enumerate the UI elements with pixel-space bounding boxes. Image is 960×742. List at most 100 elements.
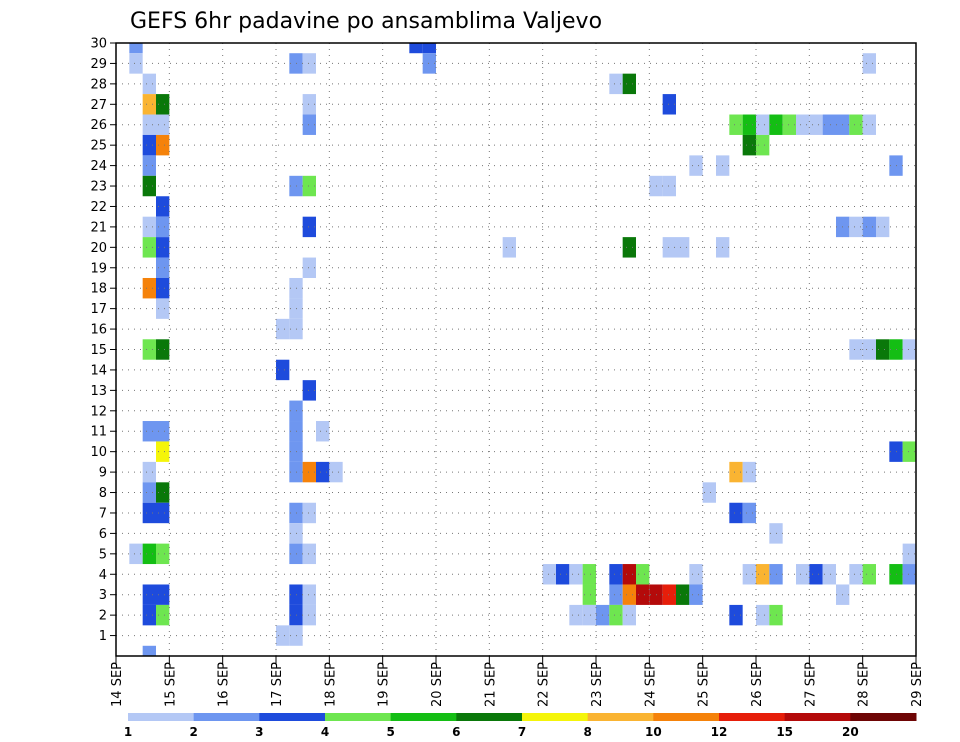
colorbar-swatch [456,713,523,721]
heatmap-cell [782,114,796,135]
x-tick-label: 25 SEP [697,662,712,707]
heatmap-cell [316,461,330,483]
colorbar-label: 1 [124,725,132,739]
heatmap-cell [609,564,623,585]
heatmap-cell [329,461,343,483]
heatmap-cell [662,175,676,197]
y-tick-label: 2 [99,609,107,624]
heatmap-cell [302,502,316,524]
colorbar-swatch [259,713,326,721]
heatmap-cell [849,564,863,585]
heatmap-cell [756,114,770,135]
heatmap-cell [502,237,516,258]
x-tick-label: 15 SEP [163,662,178,707]
y-tick-label: 3 [99,588,107,603]
x-tick-label: 29 SEP [910,662,925,707]
chart-title: GEFS 6hr padavine po ansamblima Valjevo [130,9,602,34]
heatmap-cell [142,175,156,197]
y-tick-label: 19 [90,261,107,276]
heatmap-cell [809,114,823,135]
y-tick-label: 27 [90,98,107,113]
heatmap-cell [156,584,170,605]
heatmap-cell [156,277,170,299]
heatmap-cell [796,564,810,585]
heatmap-cell [622,73,636,95]
heatmap-cell [276,318,290,340]
colorbar-swatch [653,713,720,721]
heatmap-cell [542,564,556,585]
heatmap-cell [129,43,143,54]
heatmap-cell [302,257,316,278]
heatmap-cell [156,94,170,115]
heatmap-cell [142,134,156,156]
heatmap-cell [156,237,170,258]
y-tick-label: 29 [90,57,107,72]
heatmap-cell [729,604,743,626]
colorbar-legend: 1 2 3 4 5 6 7 8 10 12 15 20 [124,713,917,739]
heatmap-cell [822,564,836,585]
heatmap-cell [809,564,823,585]
heatmap-cell [662,584,676,605]
x-tick-label: 23 SEP [590,662,605,707]
x-axis-dates: 14 SEP 15 SEP 16 SEP 17 SEP 18 SEP 19 SEP 20 S… [110,656,925,707]
heatmap-cell [142,461,156,483]
heatmap-cell [702,482,716,503]
heatmap-cell [862,339,876,360]
heatmap-cell [142,502,156,524]
heatmap-cell [569,604,583,626]
heatmap-cell [756,604,770,626]
heatmap-cell [662,237,676,258]
heatmap-cell [569,564,583,585]
heatmap-cell [129,543,143,565]
heatmap-cell [742,461,756,483]
y-tick-label: 15 [90,343,107,358]
heatmap-cell [676,237,690,258]
heatmap-cell [609,73,623,95]
heatmap-cell [742,564,756,585]
heatmap-cell [729,461,743,483]
heatmap-cell [822,114,836,135]
heatmap-cell [129,53,143,74]
heatmap-cell [142,216,156,238]
heatmap-cell [156,134,170,156]
heatmap-cell [756,134,770,156]
heatmap-cell [862,53,876,74]
heatmap-cell [902,543,916,565]
heatmap-cell [742,114,756,135]
x-tick-label: 18 SEP [323,662,338,707]
heatmap-cell [142,584,156,605]
heatmap-cell [156,543,170,565]
heatmap-cell [742,134,756,156]
heatmap-cell [142,277,156,299]
heatmap-cell [849,114,863,135]
heatmap-cell [142,645,156,656]
heatmap-cell [302,53,316,74]
heatmap-cell [422,43,436,54]
heatmap-cell [142,482,156,503]
heatmap-cell [676,584,690,605]
colorbar-label: 4 [321,725,329,739]
colorbar-label: 6 [452,725,460,739]
colorbar-label: 7 [518,725,526,739]
heatmap-cell [156,339,170,360]
x-tick-label: 27 SEP [803,662,818,707]
heatmap-cell [609,604,623,626]
heatmap-cell [622,564,636,585]
heatmap-cell [156,257,170,278]
y-tick-label: 22 [90,200,107,215]
heatmap-cell [849,339,863,360]
y-tick-label: 25 [90,139,107,154]
colorbar-swatch [128,713,195,721]
heatmap-cell [156,196,170,217]
y-tick-label: 4 [99,568,107,583]
heatmap-cells [129,43,916,656]
heatmap-cell [622,237,636,258]
heatmap-cell [156,502,170,524]
y-tick-label: 24 [90,159,107,174]
y-tick-label: 8 [99,486,107,501]
heatmap-cell [409,43,423,54]
y-tick-label: 21 [90,220,107,235]
heatmap-cell [862,114,876,135]
x-tick-label: 16 SEP [217,662,232,707]
